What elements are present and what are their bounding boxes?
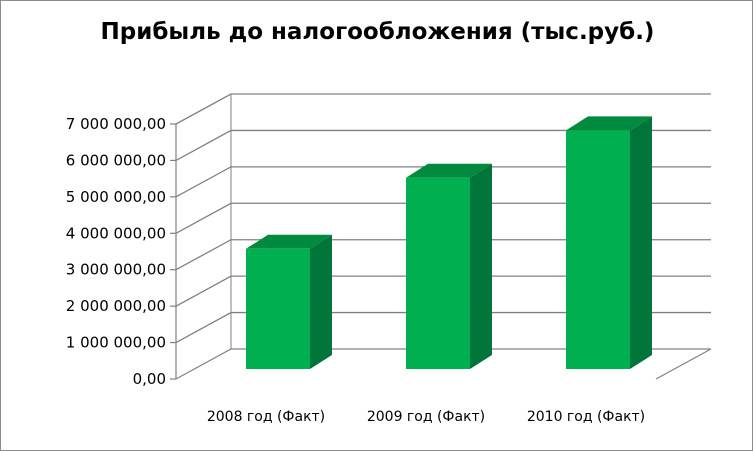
y-tick-label: 1 000 000,00 — [66, 334, 166, 352]
bar-top — [566, 116, 652, 131]
bar-side — [470, 163, 492, 369]
chart-title: Прибыль до налогообложения (тыс.руб.) — [100, 19, 655, 45]
gridline — [175, 202, 711, 234]
bar-top — [406, 163, 492, 178]
y-tick-label: 6 000 000,00 — [66, 151, 166, 169]
gridline — [175, 311, 711, 344]
bar — [566, 116, 652, 370]
gridline — [175, 239, 711, 271]
bar-top — [246, 234, 332, 249]
y-tick-label: 3 000 000,00 — [66, 261, 166, 279]
gridline — [175, 129, 711, 161]
gridline — [175, 93, 711, 125]
y-tick-label: 7 000 000,00 — [66, 115, 166, 133]
y-tick-label: 4 000 000,00 — [66, 224, 166, 242]
bar-side — [630, 116, 652, 370]
y-tick-label: 0,00 — [133, 370, 166, 388]
x-tick-label: 2009 год (Факт) — [367, 409, 485, 425]
gridlines — [175, 93, 711, 344]
bar-front — [246, 248, 310, 369]
bar-front — [566, 130, 630, 369]
y-tick-label: 5 000 000,00 — [66, 188, 166, 206]
y-tick-label: 2 000 000,00 — [66, 297, 166, 315]
x-tick-label: 2010 год (Факт) — [527, 409, 645, 425]
gridline — [175, 275, 711, 307]
x-tick-label: 2008 год (Факт) — [207, 409, 325, 425]
x-axis-labels: 2008 год (Факт) 2009 год (Факт) 2010 год (… — [207, 409, 645, 425]
y-axis: 0,00 1 000 000,00 2 000 000,00 3 000 000,00… — [66, 115, 176, 388]
gridline — [175, 166, 711, 198]
bar — [246, 234, 332, 369]
bar — [406, 163, 492, 369]
bars — [246, 116, 652, 370]
bar-side — [310, 234, 332, 369]
bar-front — [406, 177, 470, 369]
